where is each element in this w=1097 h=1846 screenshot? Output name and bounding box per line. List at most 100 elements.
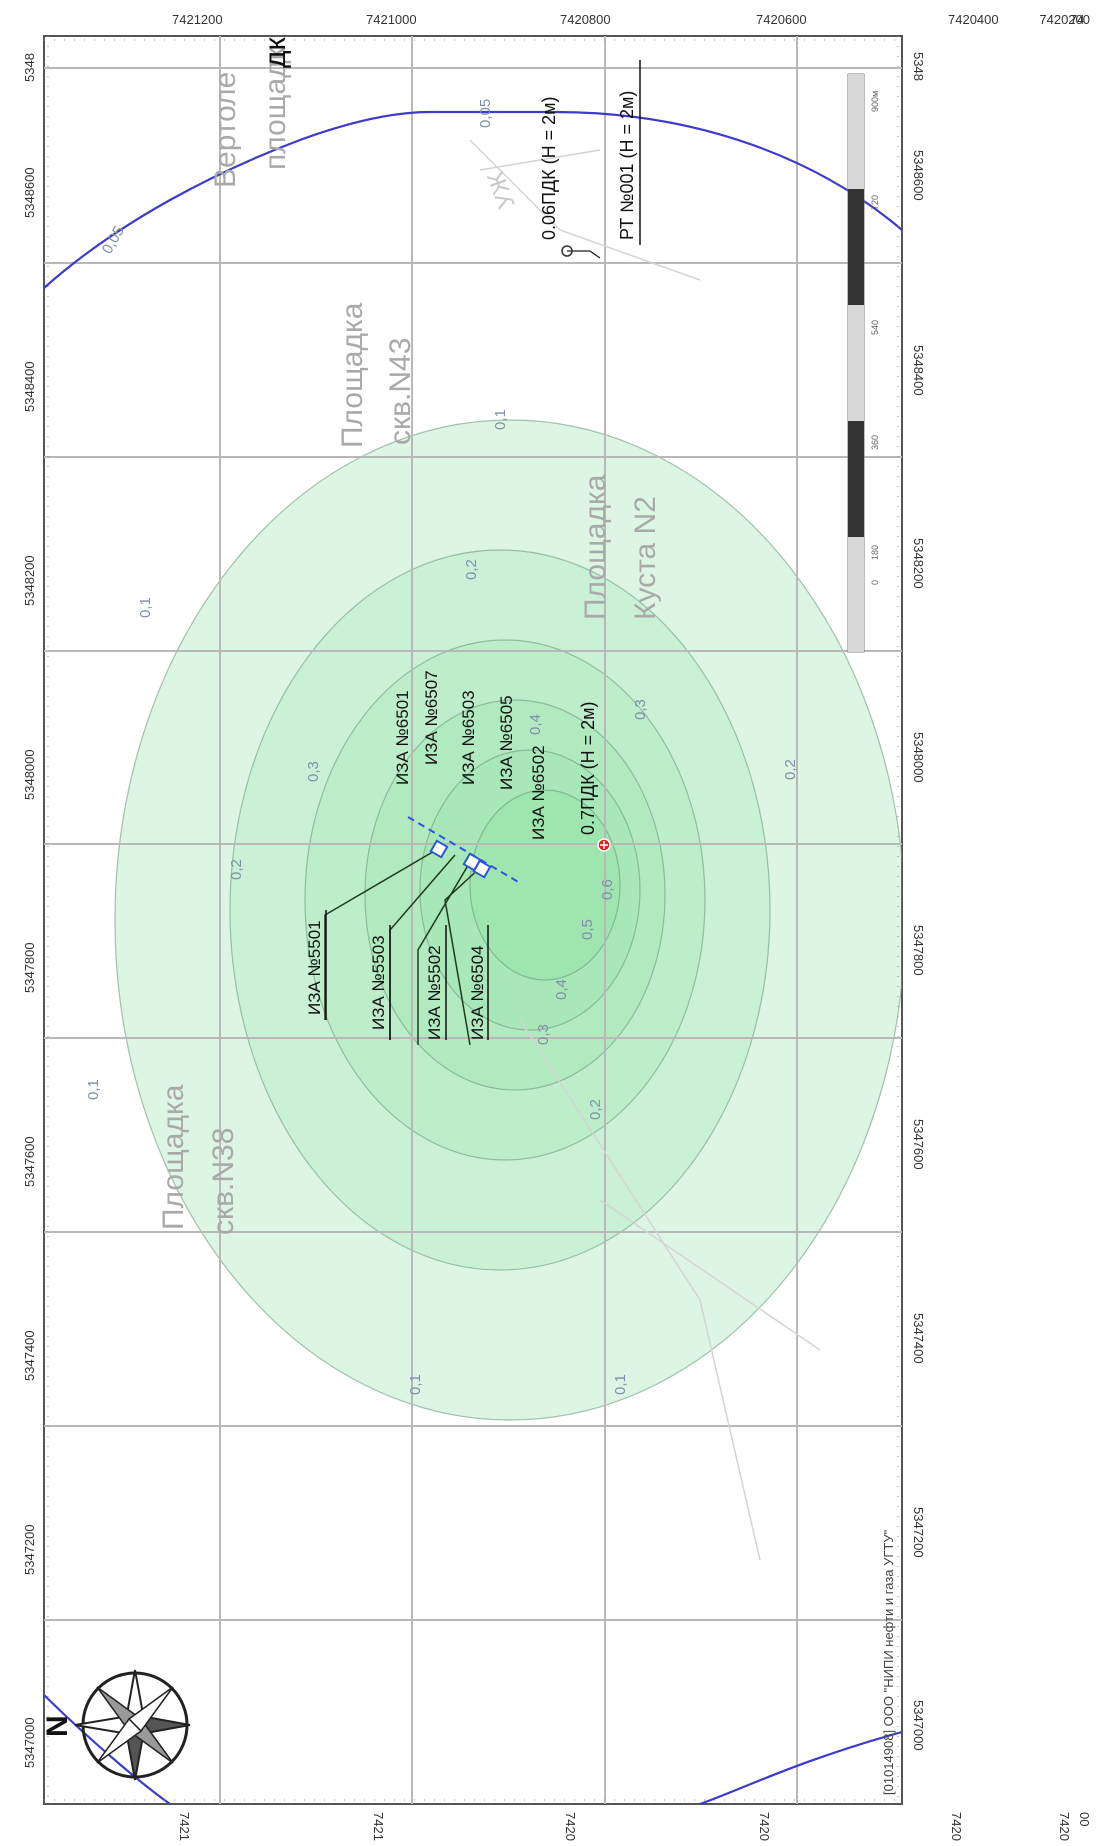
scale-label: 720	[870, 195, 880, 210]
scale-label: 0	[870, 580, 880, 585]
x-tick: 7421200	[172, 12, 223, 27]
coordinate-grid	[44, 36, 902, 1804]
source-label: ИЗА №6502	[529, 745, 548, 840]
y-tick: 5347800	[22, 942, 37, 993]
y-tick: 5348000	[911, 732, 926, 783]
isoline-label: 0,1	[407, 1374, 424, 1395]
y-tick: 5347600	[22, 1136, 37, 1187]
pad38-label-2: скв.N38	[207, 1128, 240, 1235]
source-label: ИЗА №6505	[497, 695, 516, 790]
north-arrow-icon: N	[41, 1669, 191, 1781]
top-axis-labels: 7421200 7421000 7420800 7420600 7420400 …	[172, 12, 1090, 27]
footer-credit: [01014908] ООО "НИПИ нефти и газа УГТУ"	[881, 1529, 896, 1795]
isoline-label: 0,6	[599, 879, 616, 900]
y-tick: 5348600	[911, 150, 926, 201]
y-tick: 5347400	[22, 1330, 37, 1381]
source-label: ИЗА №5503	[369, 935, 388, 1030]
isoline-label: 0,3	[632, 699, 649, 720]
y-tick: 5348600	[22, 167, 37, 218]
x-tick: 00	[1077, 1812, 1092, 1826]
x-tick: 7421000	[366, 12, 417, 27]
heli-label-2: площадк	[259, 46, 292, 170]
isoline-label: 0,2	[463, 559, 480, 580]
right-axis-labels: 5348 5348600 5348400 5348200 5348000 534…	[911, 52, 926, 1751]
x-tick: 7420800	[560, 12, 611, 27]
source-label: ИЗА №5502	[425, 945, 444, 1040]
isoline-label: 0,2	[228, 859, 245, 880]
x-tick: 7420600	[757, 1812, 772, 1841]
y-tick: 5347000	[911, 1700, 926, 1751]
isoline-label: 0,1	[492, 409, 509, 430]
heli-label-1: Вертоле	[209, 72, 242, 188]
scale-label: 540	[870, 320, 880, 335]
pad43-label-1: Площадка	[336, 302, 369, 448]
x-tick: 7420800	[563, 1812, 578, 1841]
isoline-label: 0,2	[587, 1099, 604, 1120]
y-tick: 5348200	[911, 538, 926, 589]
scale-label: 900м	[870, 91, 880, 112]
contour-0-1	[114, 419, 902, 1421]
isoline-label: 0,3	[535, 1024, 552, 1045]
source-labels: ИЗА №6501 ИЗА №6507 ИЗА №6503 ИЗА №6505 …	[305, 670, 548, 1040]
source-line	[407, 816, 521, 884]
y-tick: 5347200	[22, 1524, 37, 1575]
pad38-label-1: Площадка	[157, 1084, 190, 1230]
contour-0-2	[229, 549, 771, 1271]
y-tick: 5348000	[22, 749, 37, 800]
x-tick: 7420400	[949, 1812, 964, 1841]
y-tick: 5347000	[22, 1717, 37, 1768]
scale-bar: 180 360 540 720 900м 0	[847, 73, 880, 653]
isoline-label: 0,3	[305, 761, 322, 782]
road-lines	[469, 139, 821, 1561]
contour-0-4	[364, 699, 666, 1091]
isoline-label: 0,4	[527, 714, 544, 735]
source-label: ИЗА №6507	[422, 670, 441, 765]
y-tick: 5348200	[22, 555, 37, 606]
isoline-label: 0,2	[782, 759, 799, 780]
isoline-0-05-top	[44, 110, 902, 289]
x-tick: 7420600	[756, 12, 807, 27]
rt-name-label: РТ №001 (H = 2м)	[617, 91, 637, 240]
source-label: ИЗА №6504	[468, 945, 487, 1040]
pad2-label-1: Площадка	[579, 474, 612, 620]
heli-label-suffix: дк	[259, 36, 292, 68]
x-tick: 7420200	[1057, 1812, 1072, 1841]
scale-label: 360	[870, 435, 880, 450]
map-border	[43, 35, 903, 1805]
y-tick: 5348	[22, 53, 37, 82]
source-label: ИЗА №5501	[305, 920, 324, 1015]
isoline-0-05-left	[44, 1694, 171, 1804]
y-tick: 5347600	[911, 1119, 926, 1170]
scale-label: 180	[870, 545, 880, 560]
isoline-label: 0,05	[477, 99, 494, 128]
isoline-0-05-right	[699, 1730, 902, 1804]
x-tick: 74	[1070, 12, 1084, 27]
source-label: ИЗА №6503	[459, 690, 478, 785]
concentration-contours	[114, 419, 902, 1421]
source-marker	[472, 859, 492, 879]
y-tick: 5347800	[911, 925, 926, 976]
x-tick: 7420200	[1039, 12, 1090, 27]
y-tick: 5348400	[22, 361, 37, 412]
y-tick: 5347200	[911, 1507, 926, 1558]
contour-0-5	[419, 749, 641, 1031]
x-tick: 7421200	[177, 1812, 192, 1841]
y-tick: 5348	[911, 52, 926, 81]
y-tick: 5348400	[911, 345, 926, 396]
x-tick: 7421000	[371, 1812, 386, 1841]
isoline-label: 0,5	[579, 919, 596, 940]
y-tick: 5347400	[911, 1313, 926, 1364]
emission-sources	[407, 816, 521, 884]
compass-letter: N	[41, 1715, 74, 1737]
left-axis-labels: 5348 5348600 5348400 5348200 5348000 534…	[22, 53, 37, 1768]
x-tick: 7420400	[948, 12, 999, 27]
isoline-label: 0,1	[85, 1079, 102, 1100]
isoline-label: 0,4	[553, 979, 570, 1000]
rt-value-label: 0.06ПДК (H = 2м)	[539, 96, 559, 240]
bottom-axis-labels: 7421200 7421000 7420800 7420600 7420400 …	[177, 1812, 1092, 1846]
source-marker	[429, 839, 449, 859]
pad43-label-2: скв.N43	[384, 338, 417, 445]
isoline-label: 0,1	[612, 1374, 629, 1395]
